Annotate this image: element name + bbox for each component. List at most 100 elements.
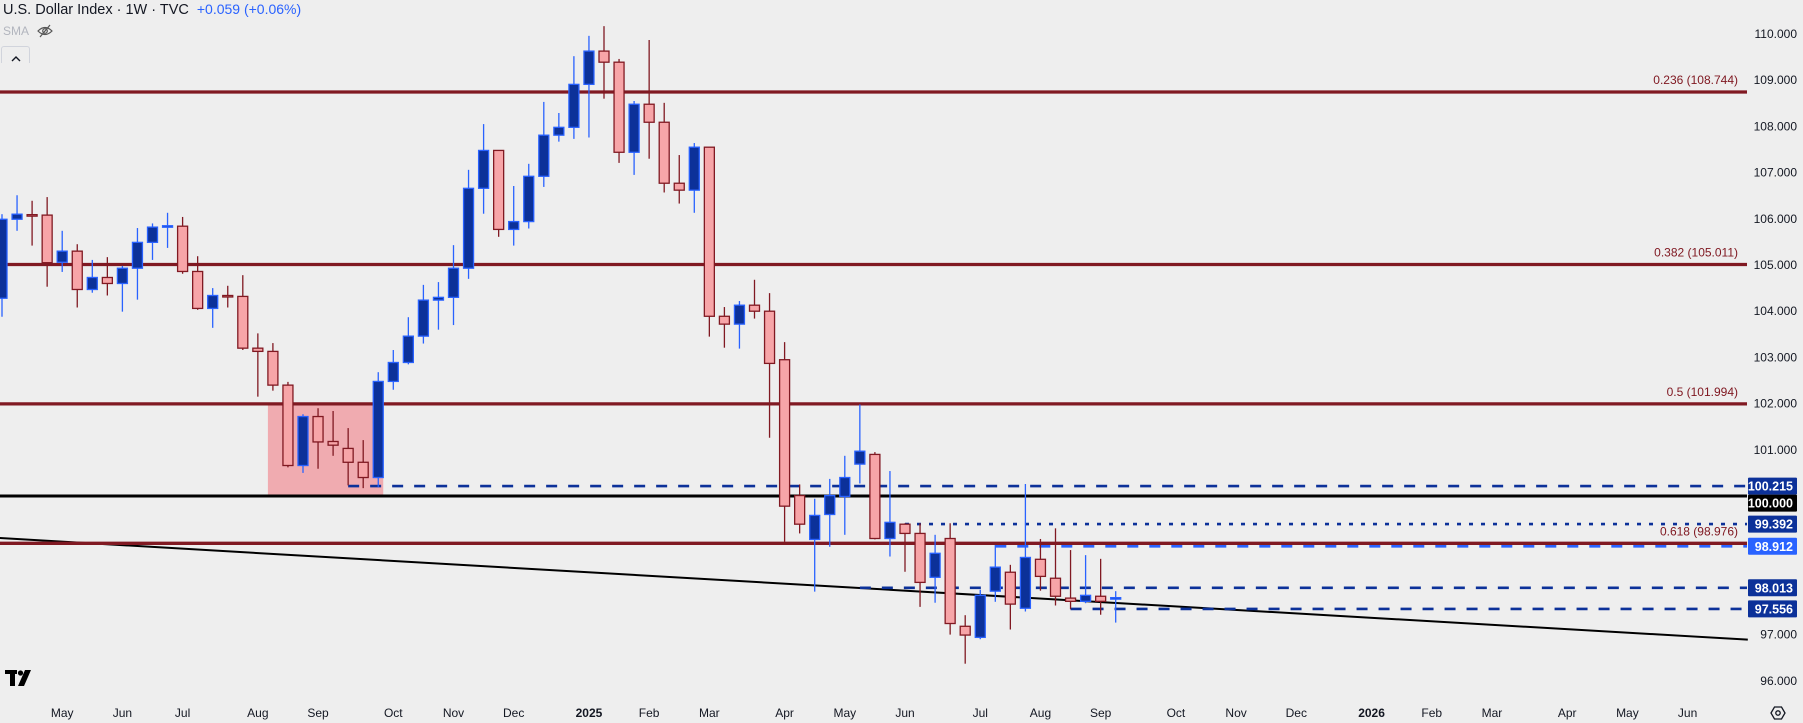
candle[interactable]: [447, 245, 460, 326]
candle[interactable]: [748, 279, 761, 319]
candle[interactable]: [538, 101, 550, 187]
badge-label: 97.556: [1755, 602, 1793, 616]
candle[interactable]: [282, 381, 294, 468]
candle[interactable]: [1095, 558, 1107, 615]
candle[interactable]: [71, 244, 83, 308]
candle[interactable]: [402, 317, 415, 365]
candle[interactable]: [778, 342, 791, 542]
price-level-badge[interactable]: 100.000: [1748, 494, 1797, 512]
candle[interactable]: [613, 58, 625, 163]
candle[interactable]: [492, 149, 505, 237]
candle[interactable]: [327, 410, 339, 456]
candle[interactable]: [718, 307, 731, 348]
badge-background: [1748, 477, 1797, 495]
candle[interactable]: [959, 615, 971, 664]
candle[interactable]: [387, 350, 399, 390]
candle[interactable]: [1079, 555, 1092, 604]
candle[interactable]: [56, 230, 68, 272]
price-tick-label: 105.000: [1754, 258, 1798, 272]
eye-off-icon[interactable]: [37, 24, 53, 38]
candle[interactable]: [824, 478, 836, 547]
candle[interactable]: [191, 256, 204, 310]
candle[interactable]: [673, 155, 685, 204]
candle[interactable]: [899, 523, 911, 572]
price-level-badge[interactable]: 98.013: [1748, 579, 1797, 597]
candle[interactable]: [628, 100, 640, 175]
candle[interactable]: [1064, 550, 1077, 610]
candle[interactable]: [357, 440, 369, 489]
price-level-badge[interactable]: 98.912: [1748, 537, 1797, 555]
candle[interactable]: [598, 26, 610, 99]
candle[interactable]: [342, 428, 354, 486]
candle[interactable]: [267, 343, 279, 391]
collapse-legend-button[interactable]: [1, 46, 30, 63]
candle-body: [462, 187, 475, 269]
candle[interactable]: [763, 293, 776, 438]
candle[interactable]: [41, 197, 53, 287]
candle[interactable]: [462, 169, 475, 279]
candle[interactable]: [131, 228, 144, 300]
candle[interactable]: [297, 414, 309, 473]
candle[interactable]: [703, 146, 715, 337]
trendline[interactable]: [0, 537, 1748, 641]
candle[interactable]: [568, 56, 580, 139]
candle[interactable]: [914, 523, 926, 607]
candle[interactable]: [176, 216, 189, 274]
candle[interactable]: [523, 163, 535, 229]
candle[interactable]: [643, 40, 655, 159]
candle[interactable]: [944, 523, 956, 635]
candle[interactable]: [1110, 591, 1122, 623]
candle[interactable]: [1034, 538, 1047, 591]
candle[interactable]: [101, 257, 113, 296]
candle-body: [417, 299, 430, 337]
candle[interactable]: [809, 498, 821, 592]
candle[interactable]: [553, 113, 565, 142]
candle[interactable]: [583, 35, 595, 138]
candle[interactable]: [929, 534, 941, 603]
candle[interactable]: [1004, 564, 1016, 630]
candle[interactable]: [794, 484, 806, 534]
candle[interactable]: [688, 143, 700, 213]
settings-icon[interactable]: [1770, 706, 1786, 720]
indicator-name[interactable]: SMA: [3, 24, 30, 38]
candle[interactable]: [839, 455, 851, 535]
candle[interactable]: [432, 282, 445, 330]
symbol-title[interactable]: U.S. Dollar Index · 1W · TVC: [3, 2, 189, 18]
candle[interactable]: [658, 102, 670, 193]
candle[interactable]: [508, 185, 520, 246]
candle[interactable]: [146, 223, 159, 260]
candle[interactable]: [252, 333, 264, 397]
candle[interactable]: [222, 285, 234, 308]
candle[interactable]: [1019, 483, 1032, 612]
candle[interactable]: [11, 195, 23, 231]
price-tick-label: 106.000: [1754, 212, 1798, 226]
price-level-badge[interactable]: 99.392: [1748, 515, 1797, 533]
candle[interactable]: [372, 372, 384, 488]
candle[interactable]: [237, 275, 249, 351]
candle[interactable]: [116, 265, 129, 312]
candle[interactable]: [161, 212, 174, 248]
time-axis[interactable]: May Jun Jul Aug Sep Oct Nov Dec 2025 Feb Mar Apr May…: [51, 706, 1697, 720]
badge-label: 98.912: [1755, 540, 1793, 554]
tradingview-logo[interactable]: [5, 670, 31, 686]
candle[interactable]: [733, 301, 746, 349]
candle[interactable]: [312, 408, 324, 469]
price-axis[interactable]: 110.000 109.000 108.000 107.000 106.000 105.0…: [1748, 27, 1798, 688]
candle[interactable]: [854, 404, 866, 484]
candle[interactable]: [477, 124, 490, 214]
candle[interactable]: [869, 452, 881, 540]
candle[interactable]: [26, 200, 38, 246]
candle[interactable]: [86, 259, 98, 293]
candle[interactable]: [1049, 528, 1062, 606]
candle[interactable]: [884, 471, 896, 557]
candle-body: [357, 461, 369, 479]
candle[interactable]: [989, 544, 1001, 602]
candle[interactable]: [974, 589, 986, 640]
candle[interactable]: [417, 284, 430, 344]
price-level-badge[interactable]: 97.556: [1748, 600, 1797, 618]
candle[interactable]: [0, 214, 8, 317]
candle[interactable]: [207, 288, 219, 328]
price-change: +0.059 (+0.06%): [196, 1, 302, 17]
price-level-badge[interactable]: 100.215: [1748, 477, 1797, 495]
